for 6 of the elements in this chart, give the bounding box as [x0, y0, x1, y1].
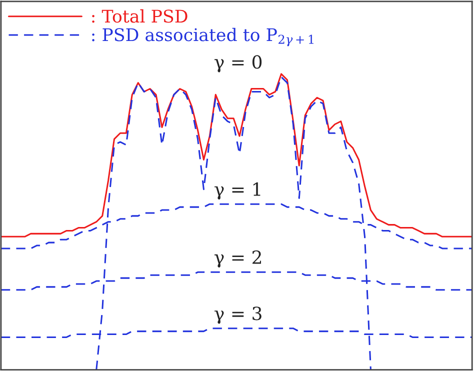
annotation: γ = 2 — [214, 250, 261, 268]
annotation: γ = 3 — [214, 306, 262, 324]
annotation: γ = 1 — [214, 182, 260, 200]
text: γ = 0 — [214, 55, 262, 72]
legend-label: : PSD associated to P$_{2γ+1}$ — [92, 28, 314, 46]
legend-label: : Total PSD — [92, 9, 188, 23]
